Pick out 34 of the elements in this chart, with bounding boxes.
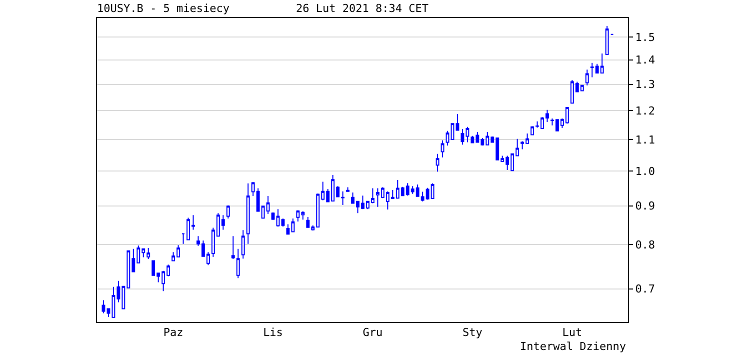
y-tick-label: 1.4 bbox=[635, 54, 656, 67]
y-tick-label: 0.9 bbox=[635, 200, 656, 213]
candlestick bbox=[605, 25, 609, 55]
candlestick bbox=[446, 130, 450, 146]
candlestick bbox=[440, 140, 444, 158]
x-tick-label: Sty bbox=[462, 326, 483, 340]
candlestick bbox=[231, 236, 235, 260]
y-tick-label: 1.5 bbox=[635, 30, 656, 44]
candlestick bbox=[585, 69, 589, 86]
candlestick bbox=[530, 126, 534, 136]
candlestick bbox=[276, 208, 280, 228]
x-tick-label: Gru bbox=[362, 326, 383, 340]
text: Interwal Dzienny bbox=[520, 340, 626, 353]
y-tick-label: 1.2 bbox=[635, 104, 656, 118]
y-tick-label: 1.1 bbox=[635, 133, 656, 146]
candlestick bbox=[226, 204, 230, 219]
candlestick bbox=[341, 190, 345, 206]
chart-subtitle: 26 Lut 2021 8:34 CET bbox=[296, 2, 429, 15]
y-tick-label: 0.7 bbox=[635, 282, 656, 296]
candlestick bbox=[102, 300, 106, 314]
x-tick-label: Lut bbox=[562, 326, 582, 340]
candlestick bbox=[436, 153, 440, 172]
chart-title: 10USY.B - 5 miesiecy bbox=[97, 2, 230, 15]
candlestick bbox=[456, 114, 460, 131]
y-tick-label: 1.3 bbox=[635, 78, 656, 92]
candlestick bbox=[236, 248, 240, 279]
y-tick-label: 1.0 bbox=[635, 164, 656, 178]
x-tick-label: Lis bbox=[263, 326, 283, 340]
x-tick-label: Paz bbox=[163, 326, 184, 340]
y-tick-label: 0.8 bbox=[635, 238, 656, 252]
candlestick bbox=[182, 233, 185, 244]
candlestick bbox=[241, 230, 245, 260]
candlestick bbox=[246, 182, 250, 244]
candlestick bbox=[346, 186, 350, 192]
